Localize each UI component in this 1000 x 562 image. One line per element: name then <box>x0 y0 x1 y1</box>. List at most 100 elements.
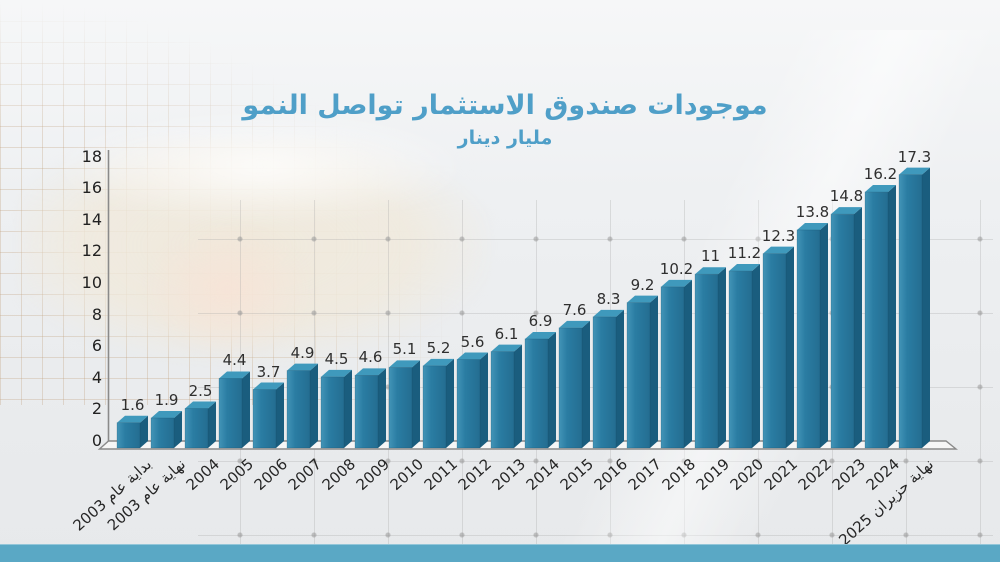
bar-side-face <box>446 358 454 448</box>
bar-3d <box>592 309 624 449</box>
bar-top-face <box>695 267 726 275</box>
bar-front-face <box>422 365 447 449</box>
bar-front-face <box>626 302 651 449</box>
bar-value-label: 17.3 <box>897 147 932 166</box>
bar-value-label: 1.6 <box>120 395 145 414</box>
bar-top-face <box>593 309 624 317</box>
title-block: موجودات صندوق الاستثمار تواصل النمو مليا… <box>140 88 870 149</box>
bar-side-face <box>854 207 862 448</box>
bar-side-face <box>582 320 590 448</box>
bar-3d <box>184 401 216 449</box>
bar-side-face <box>208 401 216 448</box>
bar-side-face <box>378 368 386 448</box>
bar-value-label: 12.3 <box>761 226 796 245</box>
bar-value-label: 2.5 <box>188 381 213 400</box>
bar-top-face <box>559 320 590 328</box>
bar-side-face <box>276 382 284 448</box>
bar-front-face <box>592 316 617 449</box>
bar-3d <box>320 369 352 449</box>
bar-top-face <box>253 382 284 390</box>
bar-value-label: 9.2 <box>630 275 655 294</box>
bar-front-face <box>184 408 209 449</box>
bar-value-label: 14.8 <box>829 187 864 206</box>
bar-top-face <box>151 410 182 418</box>
bar-value-label: 6.9 <box>528 311 553 330</box>
bar-3d <box>422 358 454 449</box>
bar-front-face <box>354 375 379 449</box>
bar-front-face <box>762 253 787 449</box>
bar-side-face <box>888 185 896 449</box>
bar-side-face <box>820 222 828 448</box>
bar-3d <box>660 279 692 449</box>
bar-side-face <box>718 267 726 448</box>
bar-side-face <box>616 309 624 448</box>
bar-value-label: 8.3 <box>596 289 621 308</box>
bar-3d <box>456 352 488 449</box>
bar-3d <box>796 222 828 449</box>
bar-front-face <box>150 417 175 449</box>
bar-3d <box>694 267 726 449</box>
bar-top-face <box>797 222 828 230</box>
bar-front-face <box>796 229 821 449</box>
bar-side-face <box>514 344 522 448</box>
bar-3d <box>898 167 930 449</box>
bar-top-face <box>661 279 692 287</box>
bar-value-label: 5.6 <box>460 332 485 351</box>
bar-value-label: 1.9 <box>154 390 179 409</box>
bar-top-face <box>287 363 318 371</box>
bar-top-face <box>831 207 862 215</box>
bar-value-label: 4.9 <box>290 343 315 362</box>
bar-side-face <box>684 279 692 448</box>
bar-3d <box>830 207 862 449</box>
bar-3d <box>558 320 590 449</box>
bar-top-face <box>457 352 488 360</box>
bar-side-face <box>480 352 488 448</box>
y-axis-tick-label: 4 <box>91 367 102 387</box>
bar-front-face <box>864 191 889 449</box>
bar-value-label: 10.2 <box>659 259 694 278</box>
bar-front-face <box>830 213 855 449</box>
bar-top-face <box>491 344 522 352</box>
bar-value-label: 3.7 <box>256 362 281 381</box>
y-axis-tick-label: 16 <box>81 178 102 198</box>
bar-front-face <box>728 270 753 449</box>
bar-3d <box>252 382 284 449</box>
bar-side-face <box>786 246 794 448</box>
bar-front-face <box>898 174 923 449</box>
y-axis-tick-label: 12 <box>81 241 102 261</box>
bar-side-face <box>650 295 658 448</box>
bar-side-face <box>174 410 182 448</box>
bar-value-label: 16.2 <box>863 165 898 184</box>
bar-front-face <box>388 367 413 449</box>
bar-front-face <box>694 273 719 449</box>
bar-value-label: 5.2 <box>426 338 451 357</box>
bar-3d <box>524 331 556 449</box>
bar-top-face <box>117 415 148 423</box>
bar-top-face <box>865 185 896 193</box>
bar-side-face <box>922 167 930 448</box>
bar-side-face <box>412 360 420 448</box>
bar-front-face <box>490 351 515 449</box>
y-axis-tick-label: 18 <box>81 146 102 166</box>
bar-side-face <box>242 371 250 448</box>
bar-3d <box>490 344 522 449</box>
bar-3d <box>354 368 386 449</box>
bar-side-face <box>548 331 556 448</box>
chart-title: موجودات صندوق الاستثمار تواصل النمو <box>242 90 768 121</box>
bar-value-label: 6.1 <box>494 324 519 343</box>
bar-side-face <box>752 264 760 448</box>
bar-value-label: 4.4 <box>222 351 247 370</box>
bar-value-label: 4.5 <box>324 349 349 368</box>
bar-value-label: 4.6 <box>358 348 383 367</box>
bar-top-face <box>627 295 658 303</box>
bar-front-face <box>558 327 583 449</box>
bar-value-label: 13.8 <box>795 202 830 221</box>
bar-3d <box>150 410 182 449</box>
bar-3d <box>218 371 250 449</box>
bar-front-face <box>524 338 549 449</box>
bar-side-face <box>140 415 148 448</box>
bar-top-face <box>763 246 794 254</box>
bar-3d <box>116 415 148 449</box>
